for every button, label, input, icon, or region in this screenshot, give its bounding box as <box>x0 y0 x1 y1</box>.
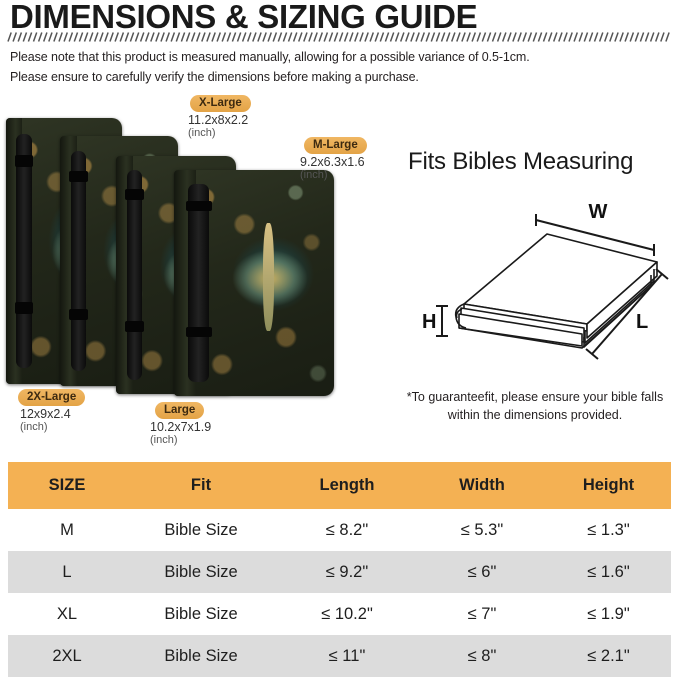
cell-size: M <box>8 509 126 551</box>
size-dimensions-mlarge: 9.2x6.3x1.6 (inch) <box>300 155 365 181</box>
size-badge-2xlarge: 2X-Large <box>18 389 86 406</box>
cell-width: ≤ 8" <box>418 635 546 677</box>
dimension-unit: (inch) <box>188 127 216 139</box>
cell-fit: Bible Size <box>126 509 276 551</box>
cell-fit: Bible Size <box>126 551 276 593</box>
cover-handle-strap <box>68 151 89 371</box>
cell-width: ≤ 5.3" <box>418 509 546 551</box>
bible-dimension-diagram: W H L <box>404 196 679 386</box>
dimension-unit: (inch) <box>20 421 48 433</box>
cell-width: ≤ 6" <box>418 551 546 593</box>
size-dimensions-2xlarge: 12x9x2.4 (inch) <box>20 407 71 433</box>
fits-bibles-heading: Fits Bibles Measuring <box>408 148 634 175</box>
cell-height: ≤ 1.9" <box>546 593 671 635</box>
cell-length: ≤ 9.2" <box>276 551 418 593</box>
table-header-row: SIZE Fit Length Width Height <box>8 462 671 509</box>
bible-cover-mlarge <box>174 170 334 396</box>
table-row: XL Bible Size ≤ 10.2" ≤ 7" ≤ 1.9" <box>8 593 671 635</box>
cover-handle-strap <box>124 170 144 380</box>
table-row: M Bible Size ≤ 8.2" ≤ 5.3" ≤ 1.3" <box>8 509 671 551</box>
dimension-value: 9.2x6.3x1.6 <box>300 155 365 169</box>
cell-height: ≤ 2.1" <box>546 635 671 677</box>
cell-length: ≤ 8.2" <box>276 509 418 551</box>
column-header-height: Height <box>546 462 671 509</box>
diagram-label-height: H <box>422 311 436 333</box>
cover-handle-strap <box>14 133 34 369</box>
column-header-fit: Fit <box>126 462 276 509</box>
cell-fit: Bible Size <box>126 635 276 677</box>
measurement-note-line-1: Please note that this product is measure… <box>10 50 530 64</box>
diagram-label-length: L <box>636 311 648 333</box>
cell-size: L <box>8 551 126 593</box>
column-header-width: Width <box>418 462 546 509</box>
dimension-unit: (inch) <box>150 434 178 446</box>
column-header-size: SIZE <box>8 462 126 509</box>
size-dimensions-large: 10.2x7x1.9 (inch) <box>150 420 211 446</box>
diagram-label-width: W <box>589 201 608 223</box>
size-chart-table: SIZE Fit Length Width Height M Bible Siz… <box>8 462 671 677</box>
cell-size: 2XL <box>8 635 126 677</box>
footnote-line-1: *To guaranteefit, please ensure your bib… <box>406 390 664 404</box>
cell-height: ≤ 1.3" <box>546 509 671 551</box>
size-badge-mlarge: M-Large <box>304 137 367 154</box>
table-row: 2XL Bible Size ≤ 11" ≤ 8" ≤ 2.1" <box>8 635 671 677</box>
cover-handle-strap <box>185 183 212 383</box>
fit-footnote: *To guaranteefit, please ensure your bib… <box>392 388 678 424</box>
size-dimensions-xlarge: 11.2x8x2.2 (inch) <box>188 113 248 139</box>
dragonfly-medallion <box>215 223 325 331</box>
dimension-value: 12x9x2.4 <box>20 407 71 421</box>
cell-width: ≤ 7" <box>418 593 546 635</box>
dimension-value: 10.2x7x1.9 <box>150 420 212 434</box>
cell-height: ≤ 1.6" <box>546 551 671 593</box>
product-photo-group <box>0 104 372 404</box>
table-row: L Bible Size ≤ 9.2" ≤ 6" ≤ 1.6" <box>8 551 671 593</box>
measurement-note-line-2: Please ensure to carefully verify the di… <box>10 70 419 84</box>
cell-length: ≤ 11" <box>276 635 418 677</box>
dimension-value: 11.2x8x2.2 <box>188 113 249 127</box>
size-badge-large: Large <box>155 402 205 419</box>
cell-length: ≤ 10.2" <box>276 593 418 635</box>
hatch-divider <box>6 30 672 44</box>
size-badge-xlarge: X-Large <box>190 95 251 112</box>
column-header-length: Length <box>276 462 418 509</box>
cell-size: XL <box>8 593 126 635</box>
cell-fit: Bible Size <box>126 593 276 635</box>
dimension-unit: (inch) <box>300 169 328 181</box>
page-title: DIMENSIONS & SIZING GUIDE <box>10 0 478 35</box>
footnote-line-2: within the dimensions provided. <box>447 408 623 423</box>
